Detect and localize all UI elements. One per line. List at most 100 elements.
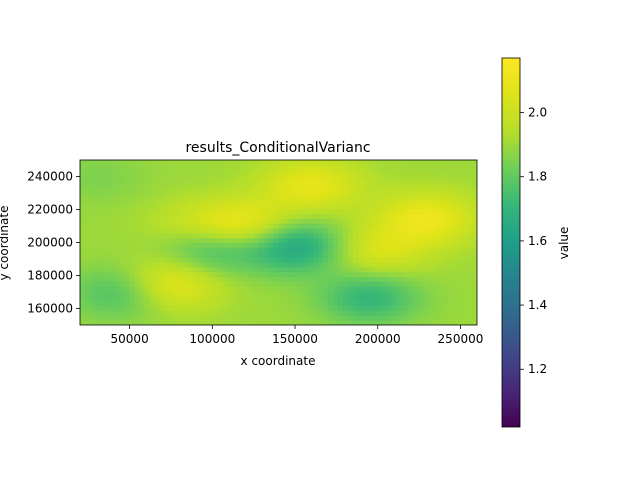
heatmap-cell	[154, 266, 160, 273]
heatmap-cell	[268, 291, 275, 297]
heatmap-cell	[352, 295, 359, 302]
heatmap-cell	[94, 227, 101, 234]
heatmap-cell	[412, 242, 419, 248]
heatmap-cell	[199, 300, 205, 307]
heatmap-cell	[149, 242, 156, 248]
heatmap-cell	[174, 320, 180, 325]
heatmap-cell	[248, 184, 255, 190]
heatmap-cell	[213, 257, 220, 263]
heatmap-cell	[233, 286, 240, 292]
heatmap-cell	[134, 315, 141, 321]
heatmap-cell	[144, 286, 151, 292]
heatmap-cell	[288, 164, 294, 171]
heatmap-cell	[442, 160, 448, 166]
heatmap-cell	[457, 271, 463, 278]
heatmap-cell	[323, 320, 329, 325]
heatmap-cell	[243, 252, 250, 258]
heatmap-cell	[109, 174, 116, 181]
heatmap-cell	[377, 315, 384, 321]
heatmap-cell	[268, 189, 275, 195]
heatmap-cell	[462, 189, 468, 195]
heatmap-cell	[467, 223, 473, 229]
heatmap-cell	[328, 242, 334, 248]
heatmap-cell	[213, 300, 220, 307]
heatmap-cell	[273, 291, 280, 297]
heatmap-cell	[119, 223, 126, 229]
heatmap-cell	[119, 208, 126, 214]
heatmap-cell	[84, 305, 91, 312]
heatmap-cell	[258, 160, 265, 166]
heatmap-cell	[333, 164, 339, 171]
heatmap-cell	[119, 286, 126, 292]
heatmap-cell	[472, 271, 477, 278]
heatmap-cell	[392, 169, 399, 176]
heatmap-cell	[447, 291, 453, 297]
heatmap-cell	[377, 179, 384, 185]
heatmap-cell	[164, 227, 170, 234]
heatmap-cell	[427, 169, 433, 176]
heatmap-cell	[223, 227, 230, 234]
heatmap-cell	[94, 174, 101, 181]
heatmap-cell	[218, 320, 225, 325]
heatmap-cell	[293, 198, 299, 205]
heatmap-cell	[382, 164, 389, 171]
heatmap-cell	[199, 310, 205, 316]
heatmap-cell	[357, 305, 364, 312]
heatmap-cell	[328, 295, 334, 302]
heatmap-cell	[99, 310, 106, 316]
heatmap-cell	[352, 300, 359, 307]
heatmap-cell	[462, 208, 468, 214]
heatmap-cell	[84, 247, 91, 253]
heatmap-cell	[298, 169, 304, 176]
heatmap-cell	[243, 315, 250, 321]
heatmap-cell	[357, 174, 364, 181]
heatmap-cell	[412, 189, 419, 195]
heatmap-cell	[367, 247, 374, 253]
heatmap-cell	[392, 164, 399, 171]
heatmap-cell	[313, 189, 319, 195]
heatmap-cell	[194, 174, 200, 181]
heatmap-cell	[184, 286, 190, 292]
heatmap-cell	[209, 247, 215, 253]
heatmap-cell	[114, 213, 121, 219]
heatmap-cell	[467, 242, 473, 248]
heatmap-cell	[437, 300, 443, 307]
heatmap-cell	[129, 295, 136, 302]
heatmap-cell	[99, 300, 106, 307]
heatmap-cell	[293, 276, 299, 282]
heatmap-cell	[84, 184, 91, 190]
heatmap-cell	[199, 261, 205, 268]
heatmap-cell	[338, 252, 344, 258]
heatmap-cell	[263, 223, 270, 229]
heatmap-cell	[248, 315, 255, 321]
heatmap-cell	[89, 174, 96, 181]
heatmap-cell	[318, 179, 324, 185]
heatmap-cell	[129, 174, 136, 181]
heatmap-cell	[233, 179, 240, 185]
heatmap-cell	[80, 247, 86, 253]
heatmap-cell	[129, 257, 136, 263]
heatmap-cell	[258, 252, 265, 258]
heatmap-cell	[253, 261, 260, 268]
heatmap-cell	[174, 276, 180, 282]
heatmap-cell	[318, 320, 324, 325]
heatmap-cell	[109, 237, 116, 244]
heatmap-cell	[343, 193, 349, 200]
heatmap-cell	[154, 189, 160, 195]
heatmap-cell	[467, 208, 473, 214]
heatmap-cell	[164, 252, 170, 258]
heatmap-cell	[462, 164, 468, 171]
heatmap-cell	[114, 281, 121, 287]
heatmap-cell	[149, 213, 156, 219]
heatmap-cell	[238, 174, 245, 181]
heatmap-cell	[204, 252, 210, 258]
heatmap-cell	[184, 213, 190, 219]
heatmap-cell	[298, 271, 304, 278]
heatmap-cell	[397, 208, 404, 214]
heatmap-cell	[432, 261, 438, 268]
heatmap-cell	[209, 261, 215, 268]
heatmap-cell	[397, 189, 404, 195]
heatmap-cell	[80, 310, 86, 316]
heatmap-cell	[209, 218, 215, 224]
heatmap-cell	[258, 208, 265, 214]
